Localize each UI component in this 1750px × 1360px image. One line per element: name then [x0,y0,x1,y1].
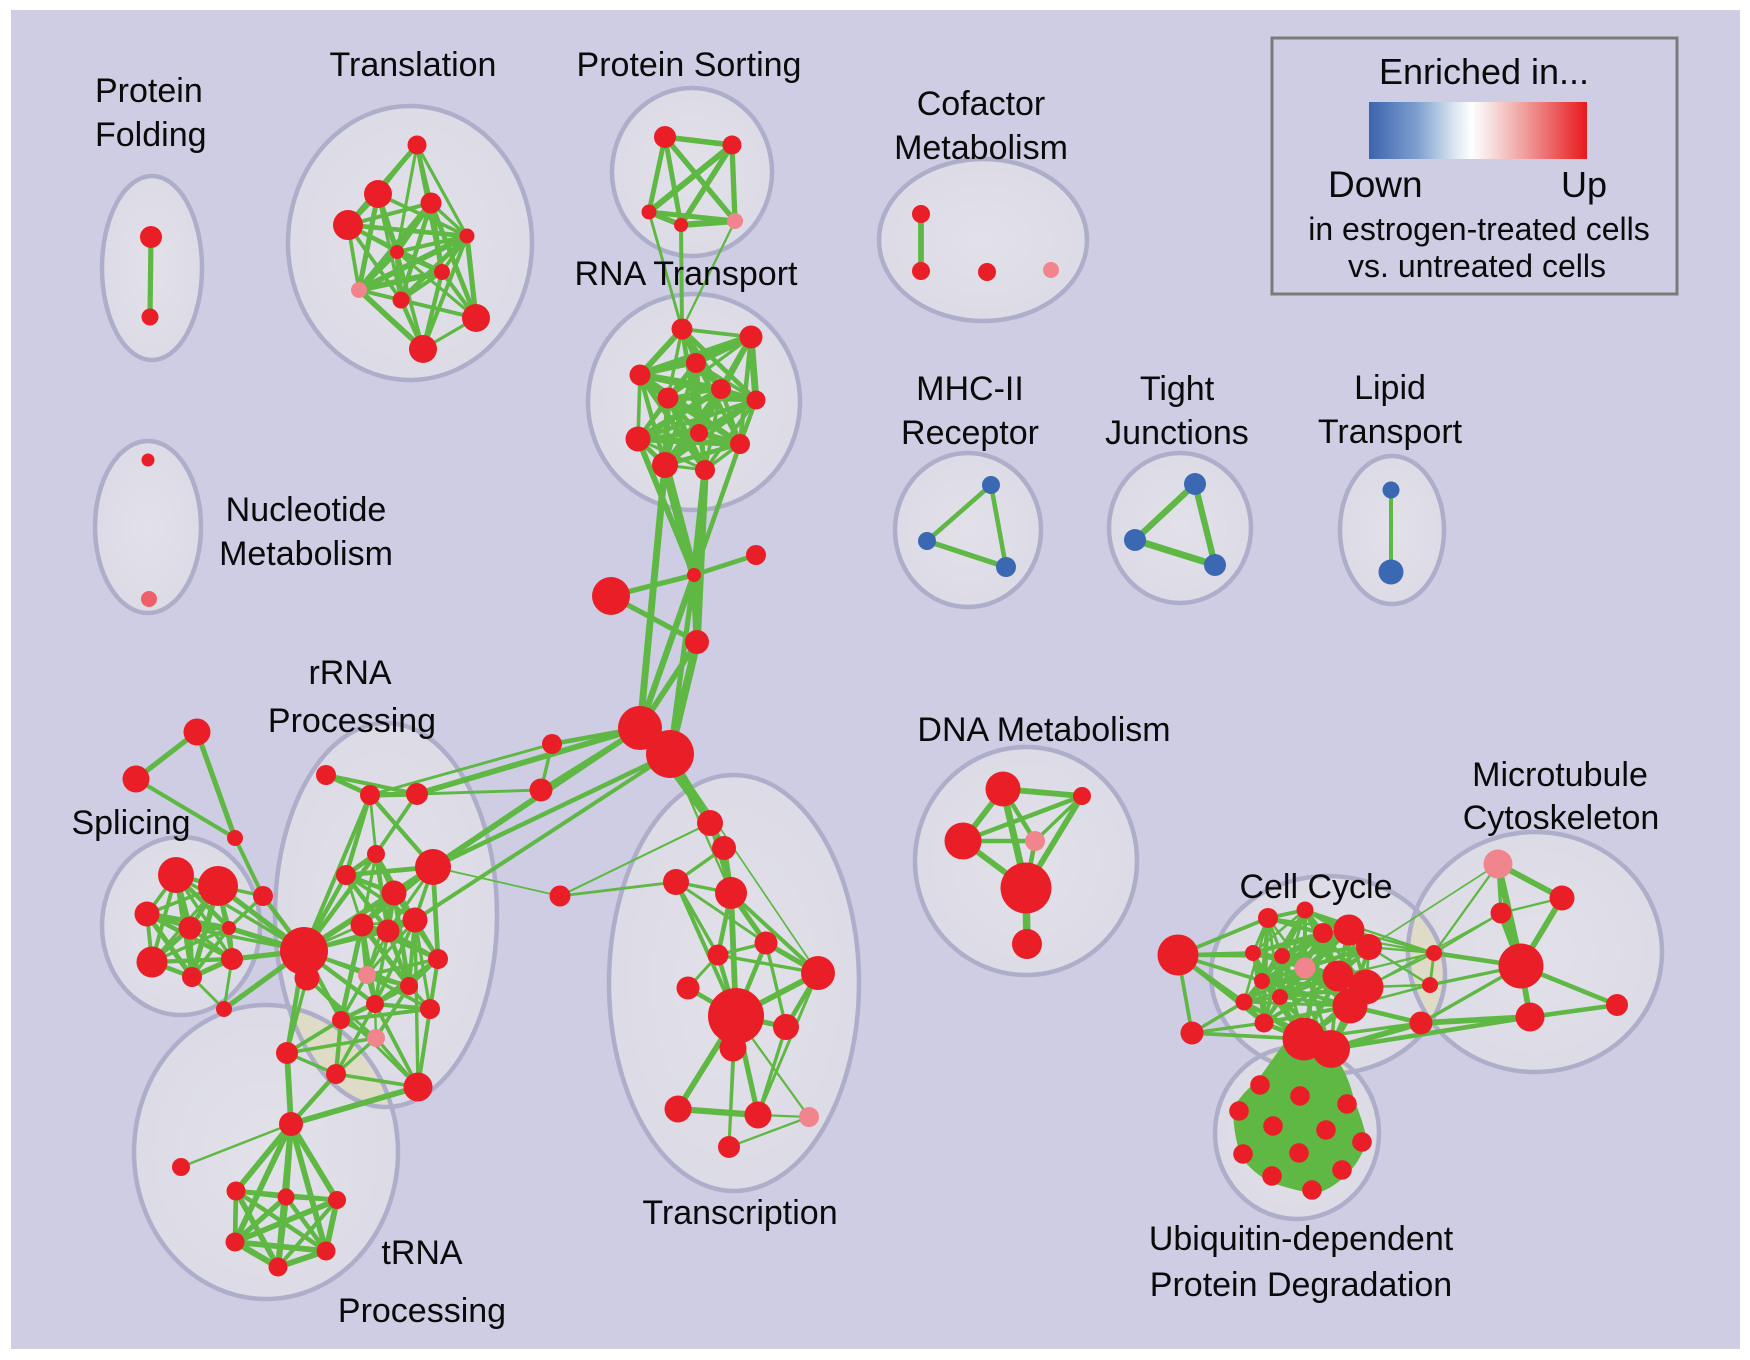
svg-text:Cofactor: Cofactor [917,85,1046,123]
svg-text:MHC-II: MHC-II [916,370,1024,408]
svg-text:Receptor: Receptor [901,414,1039,452]
svg-text:Protein Degradation: Protein Degradation [1150,1266,1452,1304]
svg-text:Splicing: Splicing [71,804,190,842]
svg-text:RNA Transport: RNA Transport [575,255,799,293]
svg-text:Translation: Translation [330,46,497,84]
svg-text:Cytoskeleton: Cytoskeleton [1463,799,1660,837]
svg-text:Up: Up [1561,164,1607,205]
svg-text:Metabolism: Metabolism [894,129,1068,167]
svg-text:Ubiquitin-dependent: Ubiquitin-dependent [1149,1220,1454,1258]
svg-text:Tight: Tight [1140,370,1215,408]
svg-text:Cell Cycle: Cell Cycle [1239,868,1392,906]
svg-text:Down: Down [1328,164,1423,205]
svg-text:rRNA: rRNA [308,654,391,692]
svg-text:Protein: Protein [95,72,203,110]
svg-text:Processing: Processing [338,1292,506,1330]
svg-text:in estrogen-treated cells: in estrogen-treated cells [1308,211,1650,247]
svg-text:vs. untreated cells: vs. untreated cells [1348,248,1606,284]
svg-text:Transcription: Transcription [642,1194,837,1232]
svg-text:Lipid: Lipid [1354,369,1426,407]
svg-text:DNA Metabolism: DNA Metabolism [917,711,1170,749]
svg-text:Metabolism: Metabolism [219,535,393,573]
svg-text:Processing: Processing [268,702,436,740]
svg-text:Nucleotide: Nucleotide [226,491,387,529]
svg-text:Folding: Folding [95,116,207,154]
svg-text:tRNA: tRNA [381,1234,463,1272]
svg-text:Enriched in...: Enriched in... [1379,51,1589,92]
svg-text:Junctions: Junctions [1105,414,1249,452]
svg-text:Microtubule: Microtubule [1472,756,1648,794]
svg-text:Protein Sorting: Protein Sorting [577,46,802,84]
svg-text:Transport: Transport [1318,413,1463,451]
